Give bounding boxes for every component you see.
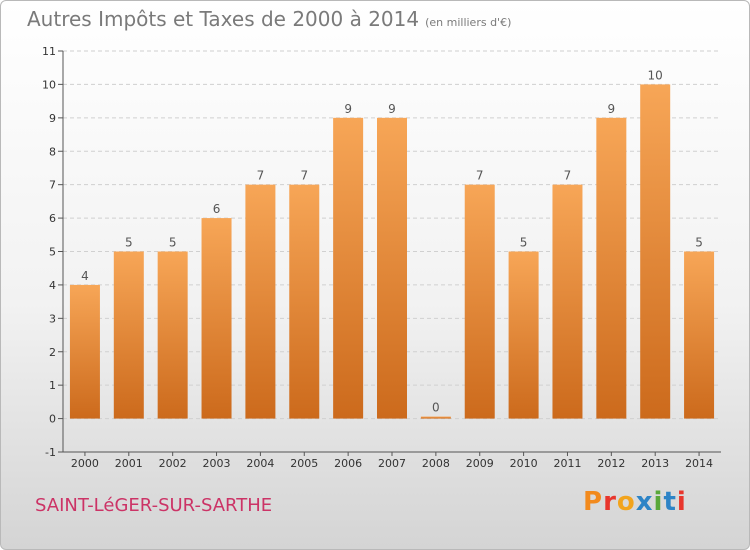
data-label: 5 <box>169 236 177 250</box>
y-tick-label: 0 <box>49 413 56 426</box>
data-label: 5 <box>125 236 133 250</box>
logo-letter: i <box>676 487 687 517</box>
data-label: 0 <box>432 401 440 415</box>
chart-unit: (en milliers d'€) <box>425 16 512 29</box>
x-tick-label: 2011 <box>553 457 581 470</box>
data-label: 5 <box>695 236 703 250</box>
y-tick-label: -1 <box>45 446 56 459</box>
bar <box>157 251 188 419</box>
bar <box>684 251 715 419</box>
y-tick-label: 10 <box>42 78 56 91</box>
chart-title: Autres Impôts et Taxes de 2000 à 2014 (en… <box>27 7 511 31</box>
x-tick-label: 2001 <box>115 457 143 470</box>
bars <box>69 84 715 419</box>
bar <box>552 184 583 419</box>
y-tick-label: 7 <box>49 179 56 192</box>
data-label: 5 <box>520 236 528 250</box>
y-tick-label: 6 <box>49 212 56 225</box>
proxiti-logo: Proxiti <box>583 487 687 517</box>
x-tick-label: 2014 <box>685 457 713 470</box>
data-label: 9 <box>388 102 396 116</box>
x-tick-label: 2013 <box>641 457 669 470</box>
data-label: 9 <box>344 102 352 116</box>
y-tick-label: 2 <box>49 346 56 359</box>
data-label: 4 <box>81 269 89 283</box>
data-label: 7 <box>476 169 484 183</box>
logo-letter: x <box>635 487 654 517</box>
data-label: 10 <box>648 68 663 82</box>
bar <box>464 184 495 419</box>
y-tick-label: 4 <box>49 279 56 292</box>
x-tick-label: 2002 <box>159 457 187 470</box>
data-label: 7 <box>564 169 572 183</box>
y-tick-label: 8 <box>49 145 56 158</box>
logo-letter: i <box>653 487 664 517</box>
y-tick-label: 5 <box>49 246 56 259</box>
location-name: SAINT-LéGER-SUR-SARTHE <box>35 495 273 516</box>
logo-letter: o <box>616 487 636 517</box>
bar <box>640 84 671 419</box>
bar <box>420 416 451 419</box>
data-label: 9 <box>608 102 616 116</box>
y-tick-label: 3 <box>49 312 56 325</box>
bar <box>377 117 407 419</box>
x-tick-label: 2009 <box>466 457 494 470</box>
y-tick-label: 9 <box>49 112 56 125</box>
y-tick-label: 11 <box>42 45 56 58</box>
bar <box>333 117 364 419</box>
x-tick-label: 2007 <box>378 457 406 470</box>
bar <box>245 184 276 419</box>
axes: -1 0 1 2 3 4 5 6 7 8 9 10 11 2000 2001 2002 2003 2004 2005… <box>42 45 721 470</box>
x-tick-label: 2008 <box>422 457 450 470</box>
data-label: 7 <box>257 169 265 183</box>
bar <box>508 251 539 419</box>
bar <box>596 117 627 419</box>
x-tick-label: 2004 <box>246 457 274 470</box>
data-labels: 4 5 5 6 7 7 9 9 0 7 5 7 9 10 5 <box>81 68 703 414</box>
x-tick-label: 2012 <box>597 457 625 470</box>
x-tick-label: 2003 <box>203 457 231 470</box>
bar <box>201 218 232 419</box>
y-tick-label: 1 <box>49 379 56 392</box>
x-tick-label: 2010 <box>510 457 538 470</box>
x-tick-label: 2000 <box>71 457 99 470</box>
bar <box>69 284 100 419</box>
bar <box>289 184 320 419</box>
logo-letter: P <box>583 487 604 517</box>
bar <box>113 251 144 419</box>
data-label: 6 <box>213 202 221 216</box>
logo-letter: r <box>603 487 617 517</box>
x-tick-label: 2005 <box>290 457 318 470</box>
chart-title-text: Autres Impôts et Taxes de 2000 à 2014 <box>27 7 420 31</box>
logo-letter: t <box>663 487 677 517</box>
data-label: 7 <box>300 169 308 183</box>
x-tick-label: 2006 <box>334 457 362 470</box>
